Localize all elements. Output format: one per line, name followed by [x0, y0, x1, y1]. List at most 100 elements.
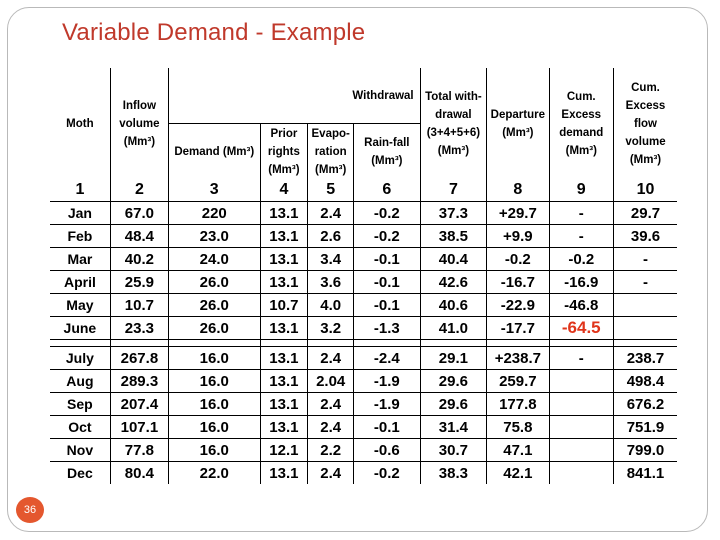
table-row: July 267.8 16.0 13.1 2.4 -2.4 29.1 +238.7-238.7: [50, 346, 677, 370]
table-cell: 3.2: [307, 316, 355, 340]
table-cell: 13.1: [260, 415, 309, 439]
table-cell: 107.1: [110, 415, 170, 439]
header-total-withdrawal: Total with-drawal (3+4+5+6) (Mm³): [420, 68, 488, 179]
table-cell: -2.4: [353, 346, 421, 370]
table-cell: [549, 369, 614, 393]
table-cell: 259.7: [486, 369, 550, 393]
table-cell: 799.0: [613, 438, 677, 462]
header-month: Moth: [50, 68, 111, 179]
table-cell: -0.1: [353, 247, 421, 271]
table-cell: 2.04: [307, 369, 355, 393]
table-cell: 30.7: [420, 438, 488, 462]
slide-title: Variable Demand - Example: [62, 19, 366, 46]
table-row: Mar 40.2 24.0 13.1 3.4 -0.1 40.4 -0.2 -0.2-: [50, 247, 677, 271]
table-cell: 24.0: [168, 247, 261, 271]
table-cell: 29.6: [420, 369, 488, 393]
table-cell: 10.7: [260, 293, 309, 317]
col-number: 7: [420, 179, 488, 202]
table-cell: -1.9: [353, 392, 421, 416]
table-cell: -: [549, 201, 614, 225]
header-cum-excess-flow: Cum. Excess flow volume (Mm³): [625, 81, 666, 166]
table-row: April 25.9 26.0 13.1 3.6 -0.1 42.6 -16.7 -16.9-: [50, 270, 677, 294]
table-cell: 177.8: [486, 392, 550, 416]
table-cell: 26.0: [168, 270, 261, 294]
month-cell: April: [50, 270, 111, 294]
header-evaporation: Evapo-ration (Mm³): [307, 123, 355, 179]
table-cell: 13.1: [260, 461, 309, 484]
table-cell: -0.2: [353, 224, 421, 248]
table-cell: 31.4: [420, 415, 488, 439]
table-cell: 26.0: [168, 316, 261, 340]
month-cell: Dec: [50, 461, 111, 484]
table-cell: 77.8: [110, 438, 170, 462]
table-cell: 12.1: [260, 438, 309, 462]
table-cell: 2.4: [307, 201, 355, 225]
table-cell: 41.0: [420, 316, 488, 340]
group-gap: [50, 339, 677, 347]
table-cell: 39.6: [613, 224, 677, 248]
month-cell: Sep: [50, 392, 111, 416]
table-cell: -: [549, 224, 614, 248]
gap-cell: [486, 339, 550, 347]
header-departure: Departure (Mm³): [486, 68, 550, 179]
table-cell: 23.0: [168, 224, 261, 248]
table-row: Oct 107.1 16.0 13.1 2.4 -0.1 31.4 75.8 751.9: [50, 415, 677, 439]
table-cell: 29.7: [613, 201, 677, 225]
table-row: Jan 67.0 220 13.1 2.4 -0.2 37.3 +29.7-29.7: [50, 201, 677, 225]
table-cell: [549, 438, 614, 462]
table-cell: 13.1: [260, 392, 309, 416]
table-cell: 37.3: [420, 201, 488, 225]
table-cell: -16.9: [549, 270, 614, 294]
header-inflow: Inflow volume (Mm³): [110, 68, 170, 179]
col-number: 4: [260, 179, 309, 202]
table-row: Feb 48.4 23.0 13.1 2.6 -0.2 38.5 +9.9-39.6: [50, 224, 677, 248]
month-cell: June: [50, 316, 111, 340]
gap-cell: [50, 339, 111, 347]
table-cell: 289.3: [110, 369, 170, 393]
table-cell: [613, 293, 677, 317]
table-row: May 10.7 26.0 10.7 4.0 -0.1 40.6 -22.9 -46.8: [50, 293, 677, 317]
month-cell: Aug: [50, 369, 111, 393]
month-cell: Feb: [50, 224, 111, 248]
table-cell: 16.0: [168, 346, 261, 370]
table-row: June 23.3 26.0 13.1 3.2 -1.3 41.0 -17.7 -64.5: [50, 316, 677, 340]
table-cell: +238.7: [486, 346, 550, 370]
gap-cell: [110, 339, 170, 347]
table-body-group-2: July 267.8 16.0 13.1 2.4 -2.4 29.1 +238.7-238.7…: [50, 346, 677, 484]
col-number: 3: [168, 179, 261, 202]
table-cell: 238.7: [613, 346, 677, 370]
cum-excess-demand-peak: -64.5: [549, 316, 614, 340]
table-cell: -0.1: [353, 415, 421, 439]
month-cell: May: [50, 293, 111, 317]
table-cell: 38.3: [420, 461, 488, 484]
table-body-group-1: Jan 67.0 220 13.1 2.4 -0.2 37.3 +29.7-29.7 Feb 48…: [50, 201, 677, 347]
table-cell: -17.7: [486, 316, 550, 340]
gap-cell: [260, 339, 309, 347]
table-cell: 2.4: [307, 415, 355, 439]
col-number: 8: [486, 179, 550, 202]
table-cell: 80.4: [110, 461, 170, 484]
table-cell: 3.6: [307, 270, 355, 294]
table-cell: 26.0: [168, 293, 261, 317]
table-cell: 67.0: [110, 201, 170, 225]
header-withdrawal: Withdrawal: [168, 68, 421, 124]
table-cell: 13.1: [260, 247, 309, 271]
table-cell: -0.2: [549, 247, 614, 271]
table-cell: 16.0: [168, 415, 261, 439]
table-cell: 48.4: [110, 224, 170, 248]
col-number: 9: [549, 179, 614, 202]
table-cell: 40.4: [420, 247, 488, 271]
table-cell: 22.0: [168, 461, 261, 484]
header-demand: Demand (Mm³): [168, 123, 261, 179]
table-cell: -1.3: [353, 316, 421, 340]
table-cell: 3.4: [307, 247, 355, 271]
table-row: Dec 80.4 22.0 13.1 2.4 -0.2 38.3 42.1 841.1: [50, 461, 677, 484]
table-cell: 751.9: [613, 415, 677, 439]
page-number-badge: 36: [16, 497, 44, 523]
variable-demand-table: Moth Inflow volume (Mm³) Withdrawal Tota…: [50, 68, 677, 484]
column-number-row: 1 2 3 4 5 6 7 8 9 10: [50, 179, 677, 202]
table-cell: 16.0: [168, 438, 261, 462]
table-cell: 13.1: [260, 369, 309, 393]
gap-cell: [613, 339, 677, 347]
table-cell: [549, 415, 614, 439]
